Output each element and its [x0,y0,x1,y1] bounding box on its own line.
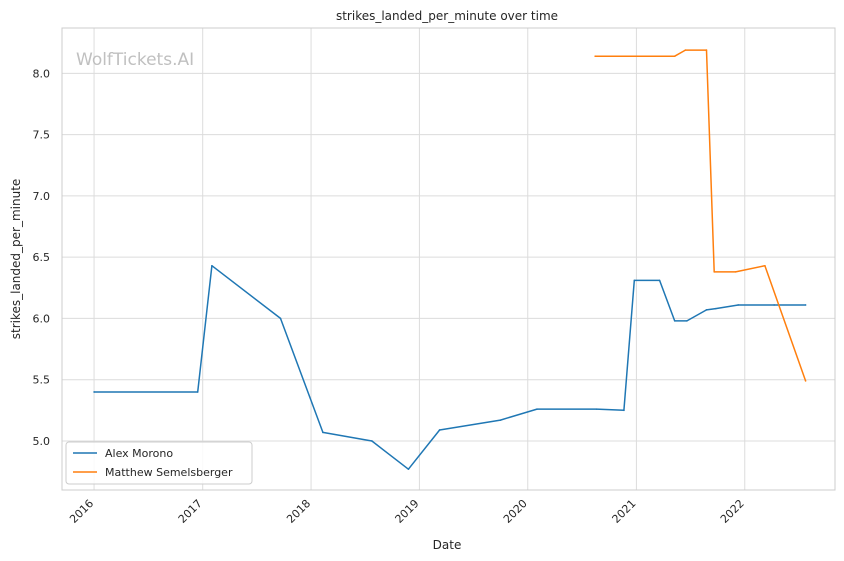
data-point-matthew-semelsberger [684,49,687,51]
series-line-alex-morono [94,264,806,470]
data-point-matthew-semelsberger [594,55,596,57]
data-point-alex-morono [536,408,538,410]
x-tick-label: 2016 [67,497,96,526]
series-lines [93,49,807,470]
x-tick-label: 2020 [501,497,530,526]
legend-label-alex-morono: Alex Morono [105,447,173,460]
data-point-alex-morono [658,279,661,282]
data-point-matthew-semelsberger [713,271,715,273]
x-tick-label: 2017 [176,497,205,526]
data-point-alex-morono [93,391,95,393]
data-point-alex-morono [804,304,807,306]
gridlines [62,28,835,490]
data-point-alex-morono [633,279,636,282]
data-point-alex-morono [773,304,775,306]
data-point-matthew-semelsberger [673,55,676,57]
data-point-alex-morono [623,409,625,412]
data-point-alex-morono [279,317,282,320]
legend: Alex Morono Matthew Semelsberger [65,441,253,485]
data-point-matthew-semelsberger [764,264,766,267]
x-axis-label: Date [433,538,462,552]
data-point-alex-morono [686,320,688,322]
data-point-alex-morono [705,309,708,311]
data-point-alex-morono [407,468,410,470]
y-tick-label: 7.5 [33,129,51,142]
data-point-alex-morono [499,419,502,421]
y-tick-label: 8.0 [33,67,51,80]
y-tick-label: 7.0 [33,190,51,203]
data-point-matthew-semelsberger [804,380,807,382]
data-point-alex-morono [673,320,676,322]
x-tick-label: 2019 [393,497,422,526]
y-tick-label: 6.5 [33,251,51,264]
data-point-matthew-semelsberger [734,271,737,273]
plot-frame [61,27,836,491]
data-point-alex-morono [714,307,717,310]
x-tick-label: 2022 [718,497,747,526]
data-point-alex-morono [371,440,373,442]
data-point-alex-morono [737,304,740,306]
watermark-text: WolfTickets.AI [76,50,194,70]
data-point-matthew-semelsberger [705,49,708,51]
series-line-matthew-semelsberger [595,49,807,382]
data-point-alex-morono [322,431,324,434]
y-axis-label: strikes_landed_per_minute [9,179,23,340]
data-point-alex-morono [196,391,199,393]
data-point-alex-morono [211,264,213,267]
x-tick-label: 2018 [284,497,313,526]
data-point-alex-morono [595,408,598,410]
legend-box [65,441,253,485]
legend-label-matthew-semelsberger: Matthew Semelsberger [105,466,233,479]
data-point-alex-morono [438,429,441,431]
y-tick-label: 5.5 [33,374,51,387]
chart-title: strikes_landed_per_minute over time [336,9,558,23]
y-tick-label: 5.0 [33,435,51,448]
x-tick-label: 2021 [610,497,639,526]
y-tick-label: 6.0 [33,312,51,325]
